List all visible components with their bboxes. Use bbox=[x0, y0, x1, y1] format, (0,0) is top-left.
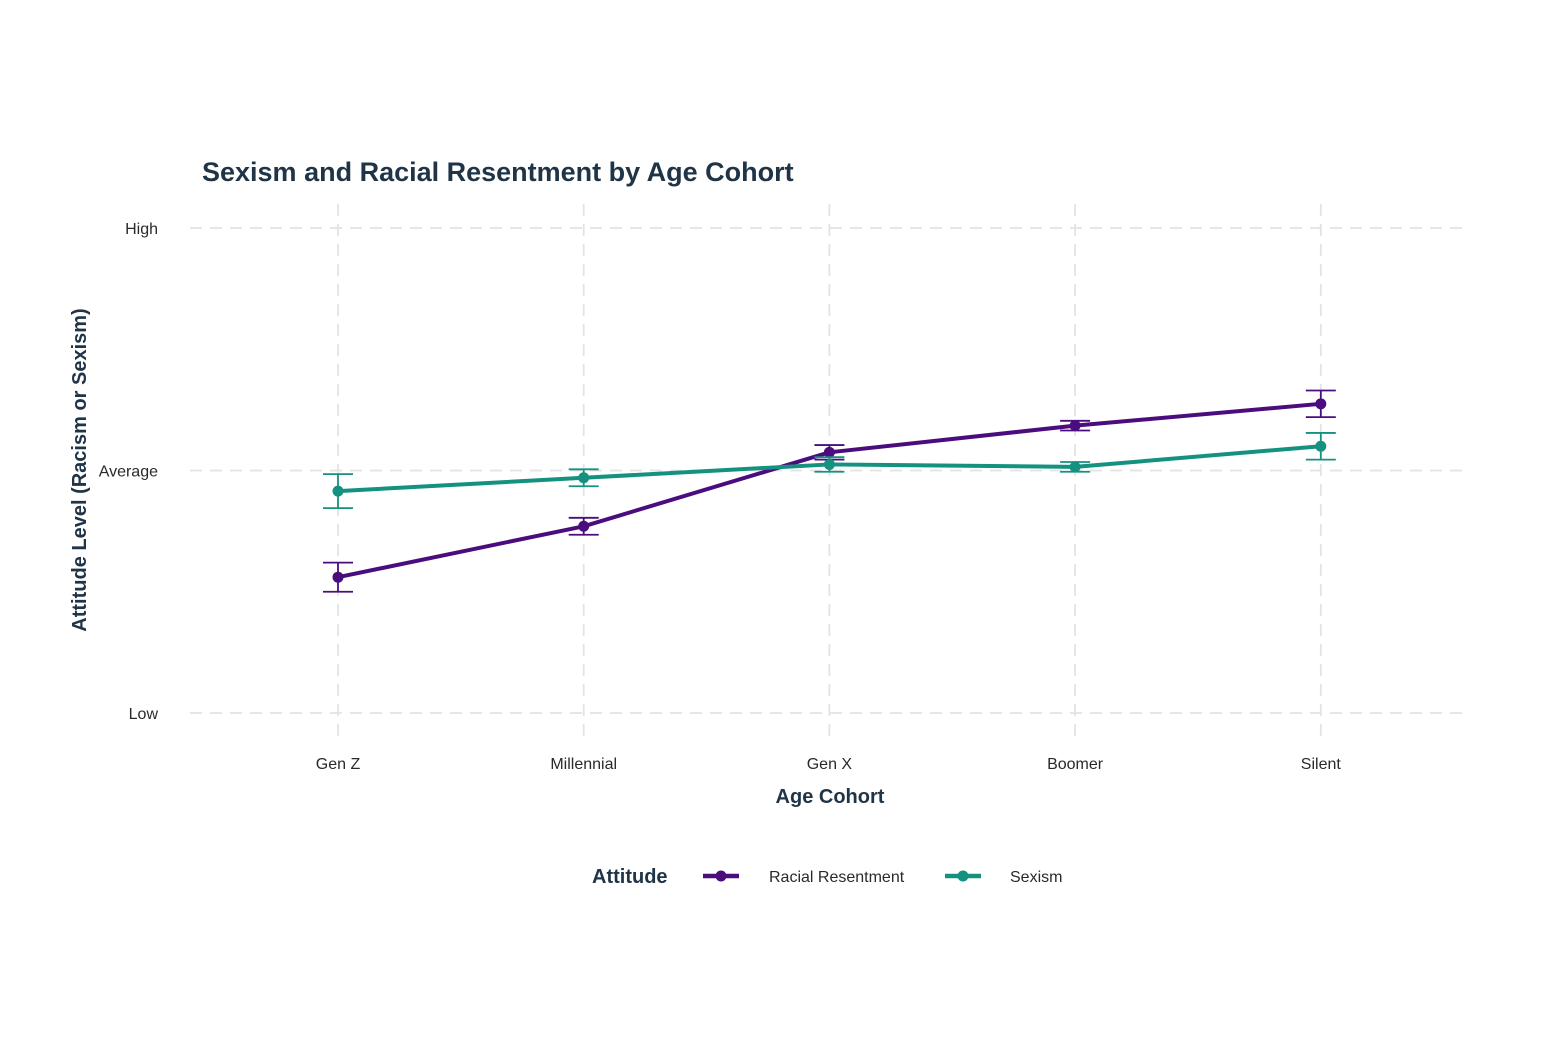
y-axis-ticks: Low Average High bbox=[99, 221, 159, 723]
series bbox=[323, 389, 1336, 593]
y-axis-title: Attitude Level (Racism or Sexism) bbox=[69, 308, 91, 631]
data-point bbox=[1315, 398, 1327, 410]
data-point bbox=[332, 485, 344, 497]
x-tick-label: Gen Z bbox=[316, 756, 361, 773]
x-axis-ticks: Gen Z Millennial Gen X Boomer Silent bbox=[316, 756, 1342, 773]
y-tick-label: High bbox=[125, 221, 158, 238]
data-point bbox=[332, 571, 344, 583]
legend-label: Racial Resentment bbox=[769, 869, 905, 886]
y-tick-label: Low bbox=[129, 706, 159, 723]
x-tick-label: Millennial bbox=[550, 756, 617, 773]
x-tick-label: Boomer bbox=[1047, 756, 1104, 773]
legend-item: Sexism bbox=[945, 869, 1062, 886]
x-axis-title: Age Cohort bbox=[776, 786, 885, 808]
series-racial-resentment bbox=[323, 389, 1336, 593]
legend-key-point bbox=[957, 870, 969, 882]
x-tick-label: Silent bbox=[1301, 756, 1342, 773]
data-point bbox=[1315, 440, 1327, 452]
legend-label: Sexism bbox=[1010, 869, 1062, 886]
data-point bbox=[1069, 461, 1081, 473]
chart-title: Sexism and Racial Resentment by Age Coho… bbox=[202, 157, 794, 187]
legend-item: Racial Resentment bbox=[703, 869, 905, 886]
series-sexism bbox=[323, 432, 1336, 509]
data-point bbox=[1069, 420, 1081, 432]
x-tick-label: Gen X bbox=[807, 756, 853, 773]
legend: Attitude Racial Resentment Sexism bbox=[592, 866, 1062, 888]
data-point bbox=[578, 520, 590, 532]
legend-title: Attitude bbox=[592, 866, 668, 888]
y-tick-label: Average bbox=[99, 464, 158, 481]
data-point bbox=[823, 446, 835, 458]
legend-key-point bbox=[715, 870, 727, 882]
data-point bbox=[823, 458, 835, 470]
data-point bbox=[578, 472, 590, 484]
